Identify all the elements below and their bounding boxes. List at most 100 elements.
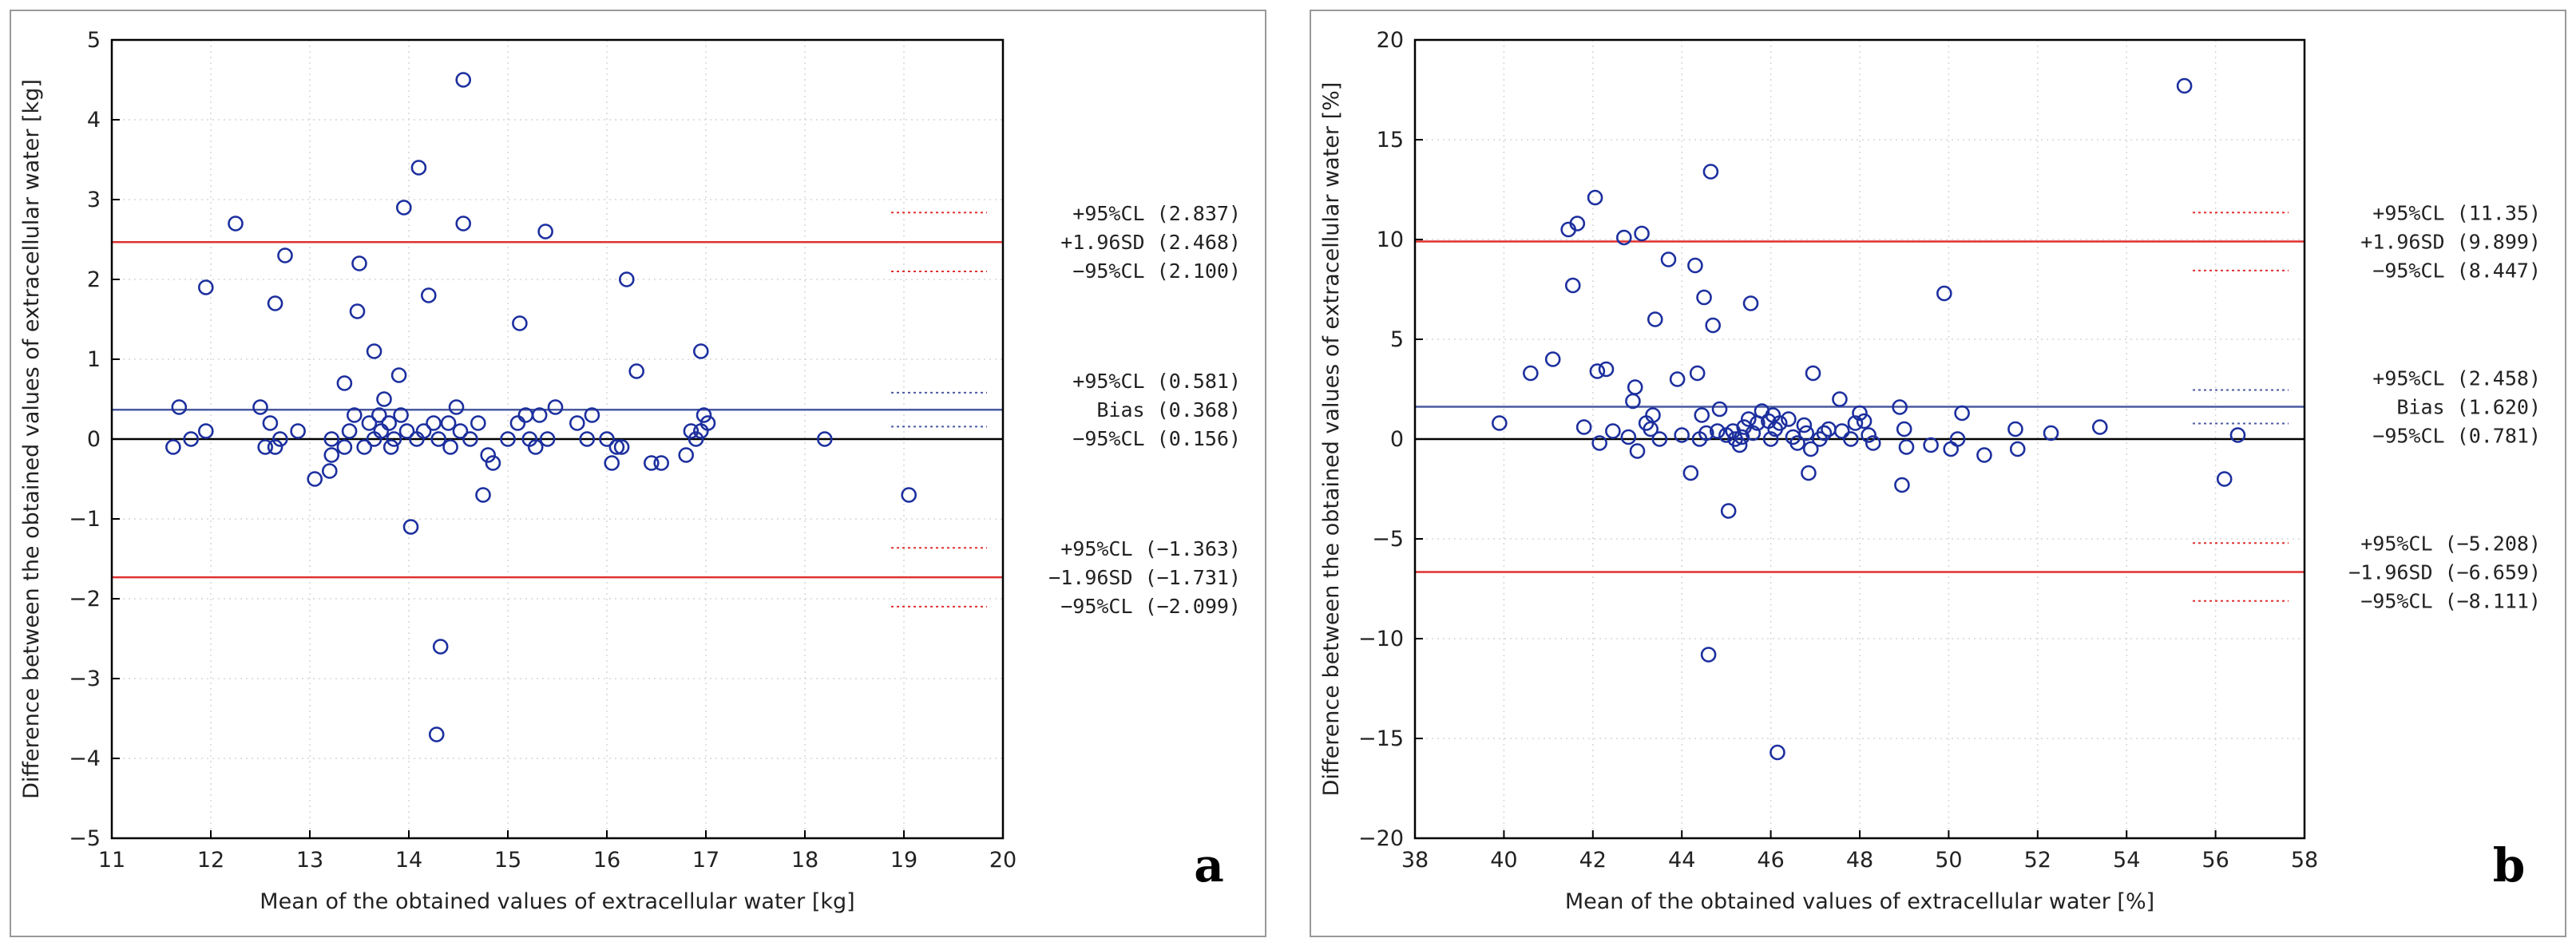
data-point bbox=[336, 439, 353, 455]
data-point bbox=[1705, 317, 1721, 334]
data-point bbox=[1615, 229, 1632, 246]
data-point bbox=[509, 415, 526, 431]
data-point bbox=[1923, 437, 1939, 453]
x-tick-label: 56 bbox=[2201, 848, 2229, 873]
data-point bbox=[455, 216, 472, 232]
data-point bbox=[356, 439, 373, 455]
data-point bbox=[628, 363, 645, 379]
data-point bbox=[537, 224, 553, 239]
data-point bbox=[1651, 431, 1668, 447]
data-point bbox=[183, 431, 199, 447]
data-point bbox=[1711, 401, 1728, 418]
chart-panel-b: 38 40 42 44 46 48 50 52 54 56 58 20 15 10 5 0 −5 −10 −15 −2… bbox=[1310, 10, 2566, 937]
data-point bbox=[1894, 477, 1910, 493]
data-point bbox=[349, 303, 366, 319]
data-point bbox=[1682, 465, 1699, 481]
data-point bbox=[1700, 647, 1717, 663]
annotation-label: +95%CL (0.581) bbox=[1072, 370, 1241, 393]
data-point bbox=[402, 519, 419, 535]
data-point bbox=[584, 407, 600, 423]
data-point bbox=[1740, 411, 1757, 427]
data-point bbox=[1731, 437, 1748, 453]
data-point bbox=[485, 455, 501, 471]
data-point bbox=[336, 375, 353, 391]
annotation-label: +1.96SD (2.468) bbox=[1060, 231, 1241, 254]
annotation-label: −95%CL (0.781) bbox=[2372, 425, 2541, 448]
chart-panel-a: 11 12 13 14 15 16 17 18 19 20 5 4 3 2 1 0 −1 −2 −3 −4 −5 Mean… bbox=[10, 10, 1266, 937]
panel-label: b bbox=[2493, 838, 2526, 893]
x-axis-label: Mean of the obtained values of extracell… bbox=[260, 889, 854, 914]
data-point bbox=[1832, 391, 1848, 407]
data-point bbox=[527, 439, 544, 455]
data-point bbox=[1627, 379, 1643, 395]
data-point bbox=[1770, 744, 1785, 761]
data-point bbox=[257, 439, 274, 455]
data-point bbox=[267, 439, 283, 455]
data-point bbox=[608, 439, 625, 455]
data-point bbox=[1762, 431, 1779, 447]
y-tick-label: −5 bbox=[69, 826, 101, 851]
annotation-label: −1.96SD (−1.731) bbox=[1048, 566, 1241, 589]
data-point bbox=[1976, 447, 1992, 463]
y-tick-label: 5 bbox=[87, 28, 101, 53]
y-tick-label: 15 bbox=[1377, 128, 1404, 152]
data-point bbox=[361, 415, 378, 431]
data-point bbox=[2043, 425, 2059, 441]
x-tick-label: 15 bbox=[494, 848, 521, 873]
x-tick-label: 40 bbox=[1490, 848, 1517, 873]
data-point bbox=[1861, 427, 1877, 443]
data-point bbox=[290, 423, 306, 439]
data-point bbox=[1745, 425, 1762, 441]
data-point bbox=[448, 399, 465, 415]
data-point bbox=[696, 407, 712, 423]
data-point bbox=[1943, 441, 1959, 457]
x-tick-label: 46 bbox=[1757, 848, 1784, 873]
data-point bbox=[267, 295, 283, 311]
annotation-label: Bias (1.620) bbox=[2396, 396, 2541, 419]
y-tick-label: −20 bbox=[1358, 826, 1404, 851]
data-point bbox=[382, 439, 399, 455]
data-point bbox=[1564, 277, 1581, 294]
data-point bbox=[321, 463, 338, 479]
bland-altman-chart-a: 11 12 13 14 15 16 17 18 19 20 5 4 3 2 1 0 −1 −2 −3 −4 −5 Mean… bbox=[19, 28, 1241, 914]
data-point bbox=[462, 431, 478, 447]
data-point bbox=[395, 200, 412, 216]
data-point bbox=[688, 431, 704, 447]
y-tick-label: −1 bbox=[69, 507, 101, 532]
data-point bbox=[1771, 415, 1788, 431]
data-point bbox=[2009, 441, 2026, 457]
annotation-label: −1.96SD (−6.659) bbox=[2348, 560, 2541, 584]
data-point bbox=[1492, 415, 1508, 431]
y-tick-label: 1 bbox=[87, 347, 101, 372]
data-point bbox=[599, 431, 615, 447]
y-tick-label: −15 bbox=[1358, 726, 1404, 751]
data-point bbox=[1847, 415, 1864, 431]
data-point bbox=[1569, 216, 1586, 232]
data-point bbox=[426, 415, 442, 431]
data-point bbox=[1694, 407, 1710, 423]
data-point bbox=[351, 255, 367, 271]
data-point bbox=[1689, 365, 1706, 382]
data-point bbox=[198, 423, 214, 439]
x-tick-label: 52 bbox=[2024, 848, 2051, 873]
data-point bbox=[2007, 421, 2023, 437]
data-point bbox=[1605, 423, 1621, 439]
data-point bbox=[618, 271, 635, 287]
data-point bbox=[1833, 423, 1850, 439]
data-point bbox=[569, 415, 585, 431]
x-axis-label: Mean of the obtained values of extracell… bbox=[1565, 889, 2154, 914]
data-point bbox=[2216, 471, 2233, 487]
data-point bbox=[373, 423, 390, 439]
data-point bbox=[452, 423, 469, 439]
data-point bbox=[428, 726, 445, 742]
data-point bbox=[1696, 289, 1712, 306]
data-point bbox=[653, 455, 670, 471]
data-point bbox=[341, 423, 358, 439]
data-point bbox=[1936, 285, 1952, 302]
annotation-label: +95%CL (2.837) bbox=[1072, 202, 1241, 225]
data-point bbox=[1709, 423, 1726, 439]
data-point bbox=[1523, 365, 1539, 382]
data-point bbox=[440, 415, 457, 431]
annotation-label: −95%CL (0.156) bbox=[1072, 427, 1241, 450]
x-tick-label: 48 bbox=[1846, 848, 1873, 873]
